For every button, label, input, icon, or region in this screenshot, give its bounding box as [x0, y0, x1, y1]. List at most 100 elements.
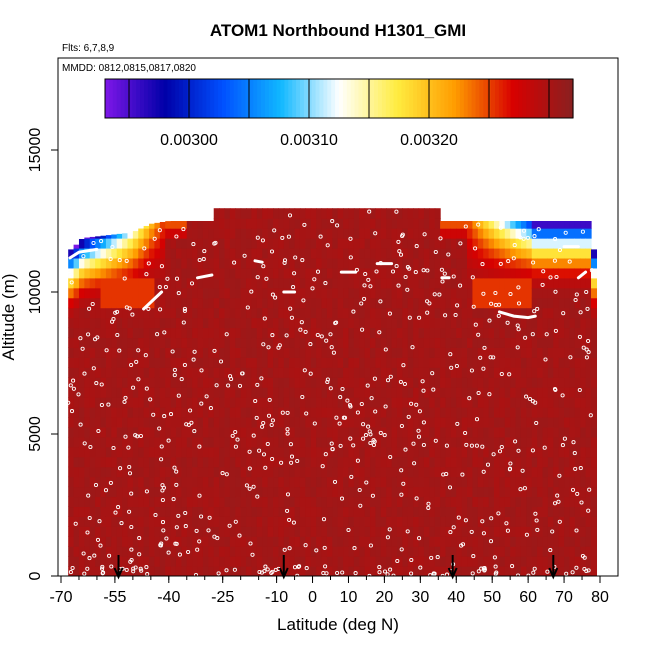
curtain-cell [450, 407, 457, 418]
curtain-cell [273, 536, 279, 547]
curtain-cell [450, 297, 457, 309]
curtain-cell [391, 317, 398, 329]
curtain-cell [68, 506, 75, 517]
curtain-cell [165, 327, 172, 339]
curtain-cell [213, 426, 220, 438]
curtain-cell [78, 347, 85, 358]
curtain-cell [267, 486, 274, 498]
curtain-cell [316, 238, 323, 249]
curtain-cell [181, 367, 188, 378]
sample-dot [226, 383, 231, 388]
flight-marker-arrow-icon [113, 567, 124, 580]
curtain-cell [418, 397, 425, 408]
curtain-cell [558, 257, 565, 269]
curtain-cell [283, 327, 290, 339]
curtain-cell [434, 337, 441, 348]
curtain-cell [386, 506, 393, 517]
curtain-cell [89, 327, 96, 339]
curtain-cell [213, 357, 220, 368]
curtain-cell [267, 247, 274, 259]
colorbar-cell [553, 79, 558, 118]
curtain-cell [343, 456, 350, 468]
sample-dot [553, 328, 558, 333]
curtain-cell [515, 416, 522, 428]
sample-dot [470, 275, 475, 280]
sample-dot [207, 515, 212, 520]
curtain-cell [213, 476, 220, 488]
curtain-cell [472, 228, 479, 239]
sample-dot [352, 546, 357, 551]
curtain-cell [564, 476, 571, 488]
curtain-cell [283, 496, 290, 508]
sample-dot [323, 281, 328, 286]
curtain-cell [235, 357, 242, 368]
curtain-cell [165, 221, 172, 229]
curtain-cell [472, 436, 479, 448]
curtain-cell [111, 287, 118, 299]
curtain-cell [396, 257, 403, 269]
curtain-cell [235, 546, 242, 557]
curtain-cell [477, 228, 484, 239]
curtain-cell [256, 297, 263, 309]
curtain-cell [181, 536, 188, 547]
curtain-cell [127, 257, 134, 269]
curtain-cell [337, 247, 344, 259]
curtain-cell [305, 228, 312, 239]
curtain-cell [413, 218, 420, 229]
curtain-cell [278, 277, 285, 289]
curtain-cell [520, 486, 527, 498]
curtain-cell [105, 337, 112, 348]
curtain-cell [84, 367, 91, 378]
curtain-cell [289, 337, 296, 348]
curtain-cell [122, 297, 129, 309]
curtain-cell [224, 228, 231, 239]
curtain-cell [510, 317, 517, 329]
curtain-cell [273, 486, 279, 498]
flight-track [142, 290, 164, 311]
curtain-cell [262, 416, 269, 428]
curtain-cell [235, 287, 242, 299]
curtain-cell [370, 466, 377, 478]
sample-dot [96, 428, 101, 434]
curtain-cell [289, 208, 296, 219]
curtain-cell [391, 456, 398, 468]
curtain-cell [299, 357, 306, 368]
curtain-cell [510, 456, 517, 468]
curtain-cell [68, 297, 75, 309]
curtain-cell [294, 546, 301, 557]
curtain-cell [154, 556, 161, 567]
curtain-cell [299, 377, 306, 388]
curtain-cell [278, 466, 285, 478]
curtain-cell [267, 208, 274, 219]
sample-dot [131, 385, 136, 390]
curtain-cell [591, 496, 598, 508]
curtain-cell [170, 267, 177, 279]
curtain-cell [380, 397, 387, 408]
curtain-cell [488, 536, 495, 547]
curtain-cell [429, 377, 436, 388]
curtain-cell [235, 476, 242, 488]
curtain-cell [111, 357, 118, 368]
curtain-cell [89, 486, 96, 498]
curtain-cell [267, 287, 274, 299]
curtain-cell [262, 486, 269, 498]
curtain-cell [170, 456, 177, 468]
curtain-cell [386, 546, 393, 557]
curtain-cell [165, 377, 172, 388]
curtain-cell [591, 337, 598, 348]
curtain-cell [262, 436, 269, 448]
sample-dot [588, 413, 593, 418]
curtain-cell [316, 317, 323, 329]
curtain-cell [321, 496, 328, 508]
curtain-cell [488, 516, 495, 527]
curtain-cell [515, 556, 522, 567]
curtain-cell [564, 466, 571, 478]
curtain-cell [170, 466, 177, 478]
colorbar-tick-label: 0.00300 [160, 132, 218, 149]
curtain-cell [531, 426, 538, 438]
curtain-cell [359, 247, 366, 259]
sample-dot [130, 312, 135, 317]
curtain-cell [488, 496, 495, 508]
curtain-cell [219, 307, 226, 319]
curtain-cell [585, 536, 592, 547]
